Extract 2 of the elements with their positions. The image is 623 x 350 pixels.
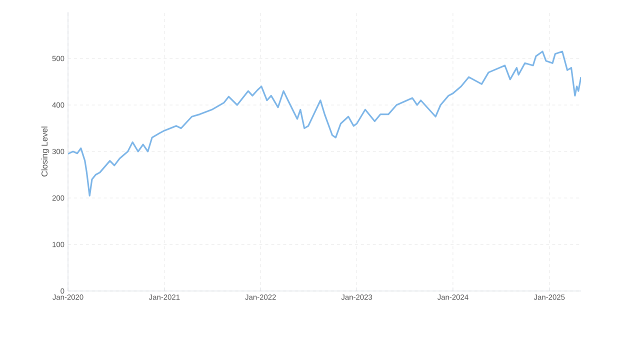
line-series	[68, 50, 582, 196]
y-axis-title: Closing Level	[41, 126, 50, 176]
